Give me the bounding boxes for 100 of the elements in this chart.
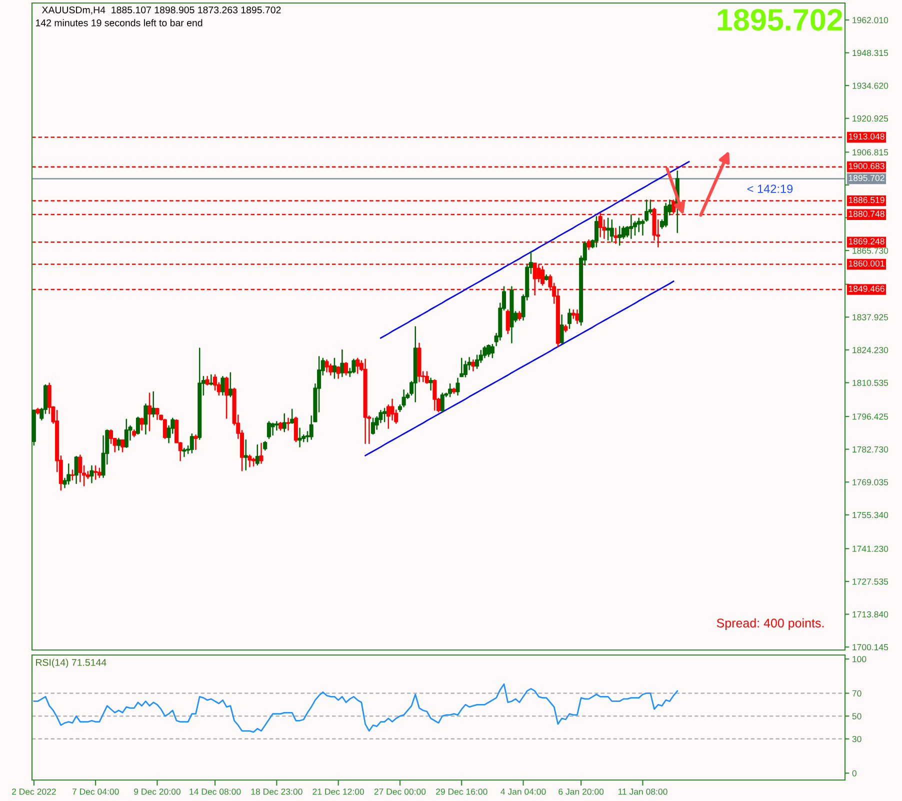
candlestick [452,388,456,394]
chart-title: XAUUSDm,H4 1885.107 1898.905 1873.263 1895.702 [42,6,281,15]
candlestick [636,218,641,232]
candlestick [456,378,460,396]
candlestick [155,408,160,420]
candlestick [255,444,260,466]
y-tick-label: 1906.815 [852,149,888,156]
ref-line-label: 1886.519 [848,196,884,204]
candlestick [244,439,248,471]
category-label: 29 Dec 16:00 [436,788,488,795]
category-label: 18 Dec 23:00 [251,788,302,795]
y-tick-label: 70 [852,690,862,696]
candlestick [228,372,232,398]
candlestick [363,358,368,444]
candlestick [432,379,437,411]
candlestick [162,418,167,439]
ref-line-label: 1860.001 [848,260,884,267]
candlestick [259,442,264,464]
candlestick [120,439,125,452]
annotation: Spread: 400 points. [716,618,824,630]
category-label: 6 Jan 20:00 [558,788,604,795]
candlestick [290,408,294,424]
candlestick [344,362,348,376]
candlestick [151,391,156,418]
candlestick [564,324,568,332]
candlestick [428,378,433,391]
line-series [364,280,674,456]
candlestick [32,409,36,446]
ref-line-label: 1849.466 [848,286,884,292]
candlestick [298,428,302,448]
candlestick [506,309,510,334]
candlestick [286,418,290,431]
candlestick [610,219,614,242]
candlestick [629,214,634,240]
y-tick-label: 50 [852,713,862,720]
candlestick [144,403,148,435]
candlestick [140,418,144,431]
ref-line-label: 1895.702 [848,174,884,182]
y-tick-label: 1755.340 [852,512,888,518]
candlestick [324,359,329,372]
y-tick-label: 30 [852,736,862,742]
candlestick [224,376,229,419]
line-series [33,683,678,733]
y-tick-label: 1948.315 [852,50,888,56]
candlestick [90,465,94,484]
candlestick [448,383,452,398]
y-tick-label: 1713.840 [852,611,888,618]
candlestick [124,418,128,448]
y-tick-label: 1810.535 [852,380,888,386]
candlestick [510,286,514,344]
candlestick [336,366,340,379]
candlestick [116,438,121,451]
category-label: 11 Jan 08:00 [618,788,668,795]
text: 142 minutes 19 seconds left to bar end [36,19,202,26]
candlestick [209,374,214,386]
candlestick [94,465,98,480]
candlestick [424,371,429,384]
category-label: 9 Dec 20:00 [134,788,180,795]
candlestick [148,392,152,432]
y-tick-label: 1727.535 [852,578,888,585]
candlestick [463,360,468,378]
candlestick [517,311,522,321]
ref-line-label: 1913.048 [848,133,884,140]
candlestick [70,470,74,480]
candlestick [575,309,580,324]
category-label: 27 Dec 00:00 [374,788,426,795]
ref-line-label: 1869.248 [848,238,884,244]
y-tick-label: 1769.035 [852,479,888,486]
y-tick-label: 1837.925 [852,314,888,320]
candlestick [356,358,360,374]
candlestick [66,463,71,485]
candlestick [417,342,422,382]
candlestick [490,344,494,358]
candlestick [220,376,225,396]
candlestick [278,422,283,431]
y-tick-label: 1934.620 [852,82,888,89]
candlestick [382,408,387,422]
candlestick [664,202,668,228]
line-series [380,161,690,339]
candlestick [618,226,622,246]
candlestick [248,454,252,468]
y-tick-label: 1700.145 [852,644,888,650]
candlestick [540,266,545,286]
y-tick-label: 1920.925 [852,115,888,122]
y-tick-label: 100 [852,656,866,662]
category-label: 7 Dec 04:00 [72,788,119,795]
candlestick [567,308,572,330]
candlestick [370,418,376,435]
candlestick [594,216,598,248]
chart-title: RSI(14) 71.5144 [36,658,106,668]
candlestick [263,441,268,451]
candlestick [97,468,102,478]
category-label: 21 Dec 12:00 [312,788,364,795]
y-tick-label: 1865.730 [852,248,888,254]
y-tick-label: 1741.230 [852,546,888,552]
y-tick-label: 1796.425 [852,414,888,420]
candlestick [136,416,140,435]
candlestick [194,434,198,450]
candlestick [544,274,548,281]
candlestick [270,422,275,436]
